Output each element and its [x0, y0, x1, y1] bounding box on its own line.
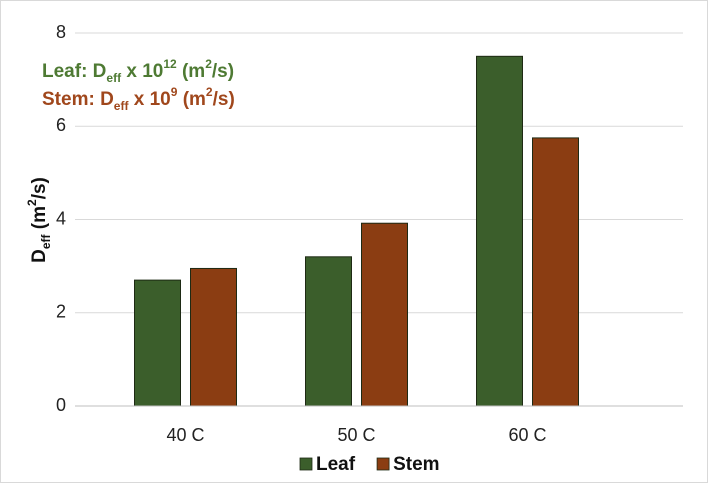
y-label-part: (m — [29, 206, 50, 235]
x-tick-label: 50 C — [337, 425, 375, 445]
annotation-part: eff — [114, 99, 130, 113]
annotation-part: x 10 — [128, 89, 170, 110]
y-label-part: eff — [39, 233, 53, 249]
annotation-part: Leaf: D — [42, 61, 106, 82]
y-tick-label: 6 — [56, 115, 66, 135]
legend-swatch — [299, 457, 313, 471]
annotation-part: x 10 — [121, 61, 163, 82]
annotation-part: 9 — [171, 85, 178, 99]
bar — [190, 267, 237, 407]
annotation-part: (m — [177, 61, 206, 82]
legend-swatch — [376, 457, 390, 471]
y-axis-label: Deff (m2/s) — [25, 177, 53, 263]
y-label-part: 2 — [25, 199, 39, 206]
bar — [134, 279, 181, 407]
annotation: Leaf: Deff x 1012 (m2/s) — [42, 57, 234, 85]
y-label-part: D — [29, 249, 50, 263]
annotation-part: 2 — [206, 85, 213, 99]
annotation-part: 12 — [163, 57, 177, 71]
annotation-part: (m — [177, 89, 206, 110]
bar — [361, 222, 408, 407]
bar — [532, 137, 579, 407]
x-tick-label: 40 C — [166, 425, 204, 445]
legend-label: Leaf — [316, 454, 356, 475]
annotation-part: eff — [106, 71, 122, 85]
y-tick-label: 0 — [56, 395, 66, 415]
y-tick-label: 2 — [56, 302, 66, 322]
y-label-part: /s) — [29, 177, 50, 199]
annotation: Stem: Deff x 109 (m2/s) — [42, 85, 235, 113]
legend-label: Stem — [393, 454, 439, 475]
x-tick-label: 60 C — [508, 425, 546, 445]
y-tick-label: 8 — [56, 22, 66, 42]
annotation-part: 2 — [205, 57, 212, 71]
annotation-part: /s) — [213, 89, 235, 110]
annotation-part: /s) — [212, 61, 234, 82]
y-tick-label: 4 — [56, 208, 66, 228]
bar — [476, 55, 523, 407]
annotation-part: Stem: D — [42, 89, 114, 110]
bar — [305, 256, 352, 407]
